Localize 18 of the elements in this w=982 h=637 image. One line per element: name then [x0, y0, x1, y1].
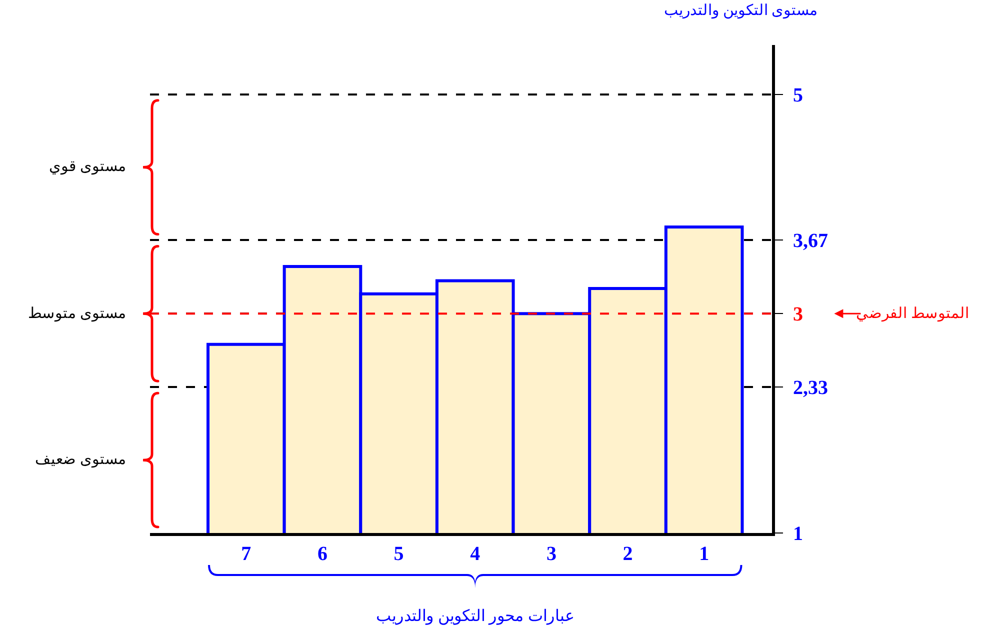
y-axis-title: مستوى التكوين والتدريب [664, 3, 818, 19]
x-axis-title: عبارات محور التكوين والتدريب [376, 608, 575, 625]
text: مستوى متوسط [28, 306, 126, 322]
x-tick-label: 4 [470, 543, 480, 565]
y-tick-label: 2,33 [793, 377, 828, 400]
x-tick-label: 3 [546, 543, 556, 565]
x-tick-label: 2 [622, 543, 633, 565]
y-tick-label: 5 [793, 84, 803, 106]
x-tick-label: 6 [317, 543, 328, 565]
ref-line-label: المتوسط الفرضي [856, 306, 969, 322]
x-tick-label: 7 [241, 543, 252, 565]
y-tick-label: 1 [793, 523, 803, 545]
text: مستوى ضعيف [35, 452, 126, 468]
text: مستوى قوي [49, 159, 126, 175]
y-tick-label: 3,67 [793, 230, 828, 252]
y-tick-label: 3 [793, 304, 803, 326]
x-tick-label: 1 [699, 543, 710, 565]
x-tick-label: 5 [394, 543, 404, 565]
